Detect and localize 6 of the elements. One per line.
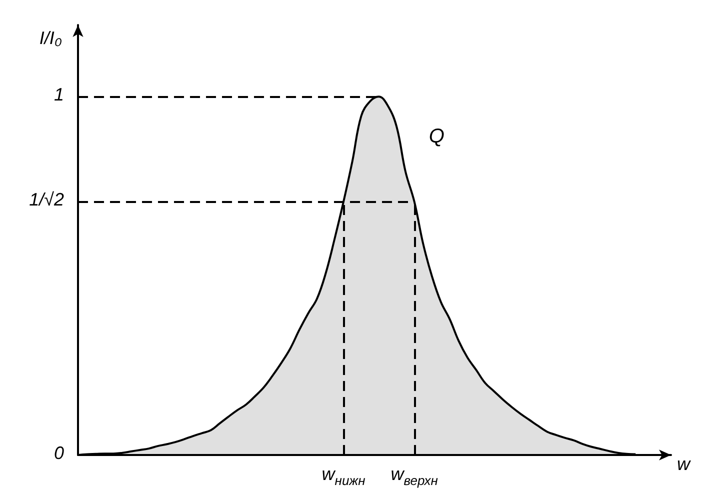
y-tick-label: 1/√2: [29, 190, 64, 210]
y-axis-title: I/I₀: [39, 28, 62, 48]
y-tick-label: 1: [54, 84, 64, 105]
x-axis-title: w: [677, 454, 691, 474]
y-tick-label: 0: [54, 443, 64, 463]
annotation: Q: [428, 126, 444, 148]
